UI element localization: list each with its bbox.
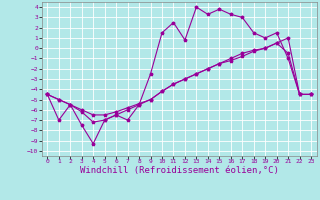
X-axis label: Windchill (Refroidissement éolien,°C): Windchill (Refroidissement éolien,°C)	[80, 166, 279, 175]
